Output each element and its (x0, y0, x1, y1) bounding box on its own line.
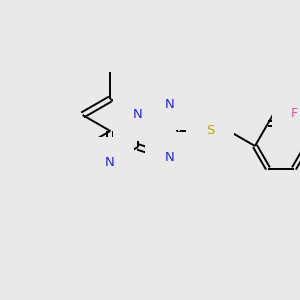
Text: N: N (165, 98, 174, 111)
Text: F: F (291, 89, 298, 102)
Text: N: N (165, 152, 174, 164)
Text: N: N (104, 157, 114, 169)
Text: N: N (133, 109, 143, 122)
Text: F: F (291, 107, 298, 120)
Text: F: F (275, 80, 283, 93)
Text: S: S (206, 124, 214, 136)
